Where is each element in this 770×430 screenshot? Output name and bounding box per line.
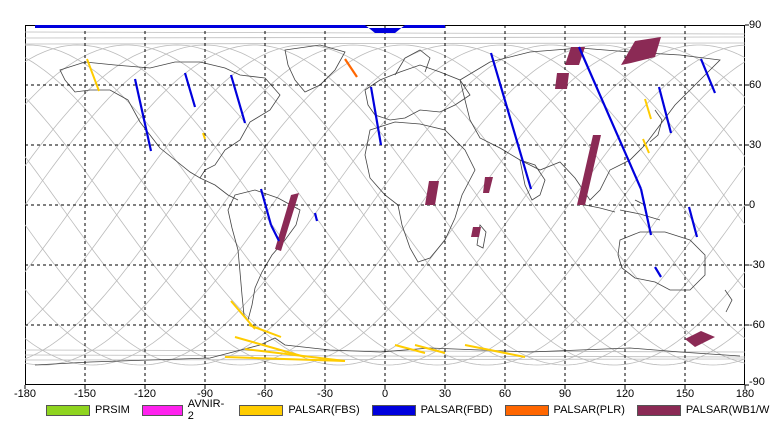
x-tick-label: -180 [13, 388, 37, 400]
palsar-fbd-swath [687, 206, 699, 238]
legend-item-palsar-wb: PALSAR(WB1/WB2) [636, 404, 770, 416]
palsar-fbs-swath [230, 300, 256, 330]
orbit-track [24, 358, 746, 361]
lat-lon-grid [24, 24, 749, 389]
palsar-fbs-swath [244, 348, 346, 362]
palsar-wb-swath [621, 37, 661, 65]
palsar-fbd-swath [639, 188, 653, 236]
legend-label: PALSAR(PLR) [553, 404, 625, 416]
palsar-fbd-swath [259, 188, 273, 226]
legend-swatch [46, 404, 90, 416]
y-tick-label: -90 [749, 376, 765, 388]
x-tick-label: -150 [73, 388, 97, 400]
y-tick-label: -30 [749, 259, 765, 271]
legend-label: PALSAR(FBS) [288, 404, 360, 416]
palsar-plr-swath [344, 58, 358, 78]
palsar-fbd-swath [577, 46, 643, 190]
observation-swaths [35, 25, 717, 362]
legend-swatch [371, 404, 416, 416]
orbit-track [24, 44, 746, 366]
x-tick-label: -30 [317, 388, 333, 400]
x-tick-label: 150 [675, 388, 695, 400]
x-tick-label: -60 [257, 388, 273, 400]
y-tick-label: 90 [749, 19, 762, 31]
palsar-fbd-swath [35, 25, 445, 33]
y-tick-label: 60 [749, 79, 762, 91]
legend-label: PRSIM [95, 404, 130, 416]
y-tick-label: 0 [749, 199, 756, 211]
palsar-fbd-swath [313, 212, 319, 222]
palsar-fbs-swath [642, 138, 650, 154]
x-tick-label: 30 [438, 388, 452, 400]
palsar-wb-swath [577, 135, 601, 205]
x-tick-label: 180 [735, 388, 755, 400]
palsar-wb-swath [471, 227, 481, 237]
legend-label: PALSAR(FBD) [420, 404, 493, 416]
palsar-fbs-swath [644, 98, 652, 120]
x-tick-label: 90 [558, 388, 572, 400]
legend: PRSIM AVNIR-2 PALSAR(FBS) PALSAR(FBD) PA… [46, 398, 770, 422]
legend-swatch [636, 404, 681, 416]
y-tick-label: 30 [749, 139, 762, 151]
palsar-wb-swath [685, 331, 715, 347]
palsar-fbs-swath [248, 324, 282, 338]
palsar-fbs-swath [224, 356, 346, 362]
palsar-fbs-swath [234, 336, 306, 358]
palsar-wb-swath [483, 177, 493, 193]
legend-item-avnir2: AVNIR-2 [141, 398, 227, 422]
legend-swatch [504, 404, 549, 416]
legend-item-palsar-plr: PALSAR(PLR) [504, 404, 625, 416]
x-tick-label: 0 [381, 388, 389, 400]
y-tick-label: -60 [749, 319, 765, 331]
x-tick-label: 120 [615, 388, 635, 400]
orbit-track [24, 44, 746, 366]
palsar-fbs-swath [464, 344, 526, 358]
palsar-fbs-swath [414, 344, 446, 354]
legend-item-palsar-fbs: PALSAR(FBS) [239, 404, 360, 416]
palsar-fbd-swath [654, 266, 662, 278]
palsar-fbs-swath [202, 132, 206, 140]
palsar-fbd-swath [183, 72, 197, 108]
legend-item-prism: PRSIM [46, 404, 130, 416]
legend-swatch [141, 404, 183, 416]
palsar-wb-swath [555, 73, 569, 89]
palsar-fbd-swath [270, 224, 280, 242]
palsar-wb-swath [425, 181, 439, 205]
x-tick-label: 60 [498, 388, 512, 400]
legend-label: AVNIR-2 [187, 398, 225, 422]
x-tick-label: -90 [197, 388, 213, 400]
palsar-fbd-swath [657, 86, 673, 134]
palsar-fbd-swath [229, 74, 247, 124]
legend-swatch [239, 404, 284, 416]
palsar-fbs-swath [86, 58, 100, 92]
palsar-fbd-swath [133, 78, 153, 152]
palsar-fbd-swath [699, 58, 717, 94]
x-tick-label: -120 [133, 388, 157, 400]
palsar-fbd-swath [369, 86, 383, 146]
palsar-fbs-swath [394, 344, 426, 354]
legend-label: PALSAR(WB1/WB2) [685, 404, 770, 416]
orbit-track [24, 44, 746, 366]
legend-item-palsar-fbd: PALSAR(FBD) [371, 404, 493, 416]
palsar-fbd-swath [489, 52, 533, 190]
palsar-wb-swath [275, 193, 299, 251]
